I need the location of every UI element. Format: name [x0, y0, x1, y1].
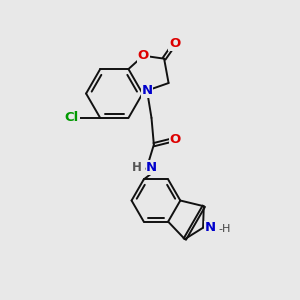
Text: O: O — [169, 37, 180, 50]
Text: N: N — [142, 84, 153, 97]
Text: N: N — [146, 161, 157, 174]
Text: O: O — [169, 133, 181, 146]
Text: Cl: Cl — [65, 112, 79, 124]
Text: O: O — [138, 49, 149, 62]
Text: -H: -H — [218, 224, 231, 234]
Text: H: H — [132, 161, 142, 174]
Text: N: N — [205, 221, 216, 234]
